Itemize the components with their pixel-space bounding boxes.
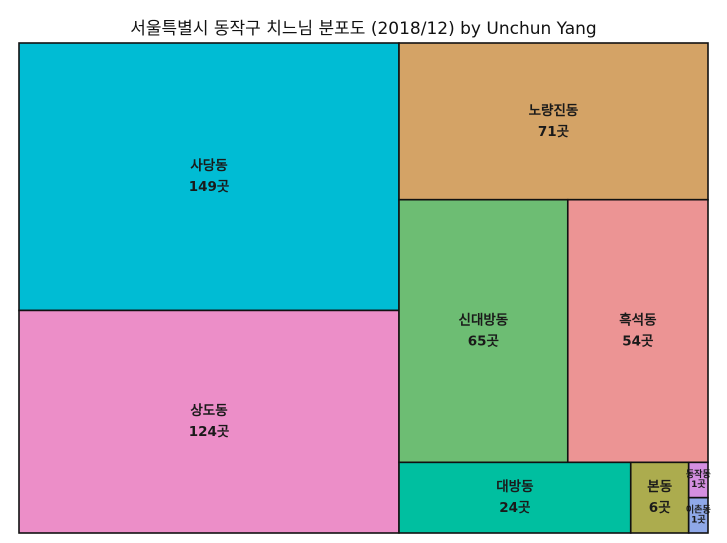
tile-name-label: 동작동 xyxy=(686,469,711,480)
tile-name-label: 신대방동 xyxy=(459,312,509,329)
tile-value-label: 124곳 xyxy=(189,424,230,440)
tile-1: 상도동 124곳 xyxy=(18,309,400,534)
tile-value-label: 71곳 xyxy=(538,124,569,140)
treemap-tile xyxy=(398,198,569,464)
treemap-tile xyxy=(18,309,400,534)
tile-3: 신대방동 65곳 xyxy=(398,198,569,464)
tile-value-label: 24곳 xyxy=(499,500,530,516)
treemap-tile xyxy=(566,198,709,464)
tile-5: 대방동 24곳 xyxy=(398,461,632,534)
tile-value-label: 54곳 xyxy=(622,334,653,350)
tile-2: 노량진동 71곳 xyxy=(398,42,709,201)
treemap-tile xyxy=(398,42,709,201)
treemap-tile xyxy=(629,461,690,534)
tile-name-label: 상도동 xyxy=(190,403,227,419)
tile-value-label: 1곳 xyxy=(691,514,706,525)
tile-name-label: 본동 xyxy=(647,479,672,495)
tile-name-label: 사당동 xyxy=(190,157,227,174)
tile-name-label: 이촌동 xyxy=(686,503,711,515)
treemap-tile xyxy=(687,496,709,534)
tile-4: 흑석동 54곳 xyxy=(566,198,709,464)
tile-name-label: 노량진동 xyxy=(529,102,579,119)
tile-6: 본동 6곳 xyxy=(629,461,690,534)
treemap-tile xyxy=(398,461,632,534)
tile-value-label: 65곳 xyxy=(468,334,499,350)
tile-name-label: 대방동 xyxy=(496,478,533,495)
tile-value-label: 149곳 xyxy=(189,179,230,195)
tile-value-label: 1곳 xyxy=(691,479,706,490)
tile-name-label: 흑석동 xyxy=(619,312,656,329)
tile-0: 사당동 149곳 xyxy=(18,42,400,312)
tile-value-label: 6곳 xyxy=(649,500,671,516)
chart-title: 서울특별시 동작구 치느님 분포도 (2018/12) by Unchun Ya… xyxy=(130,19,597,39)
treemap-tile xyxy=(18,42,400,312)
